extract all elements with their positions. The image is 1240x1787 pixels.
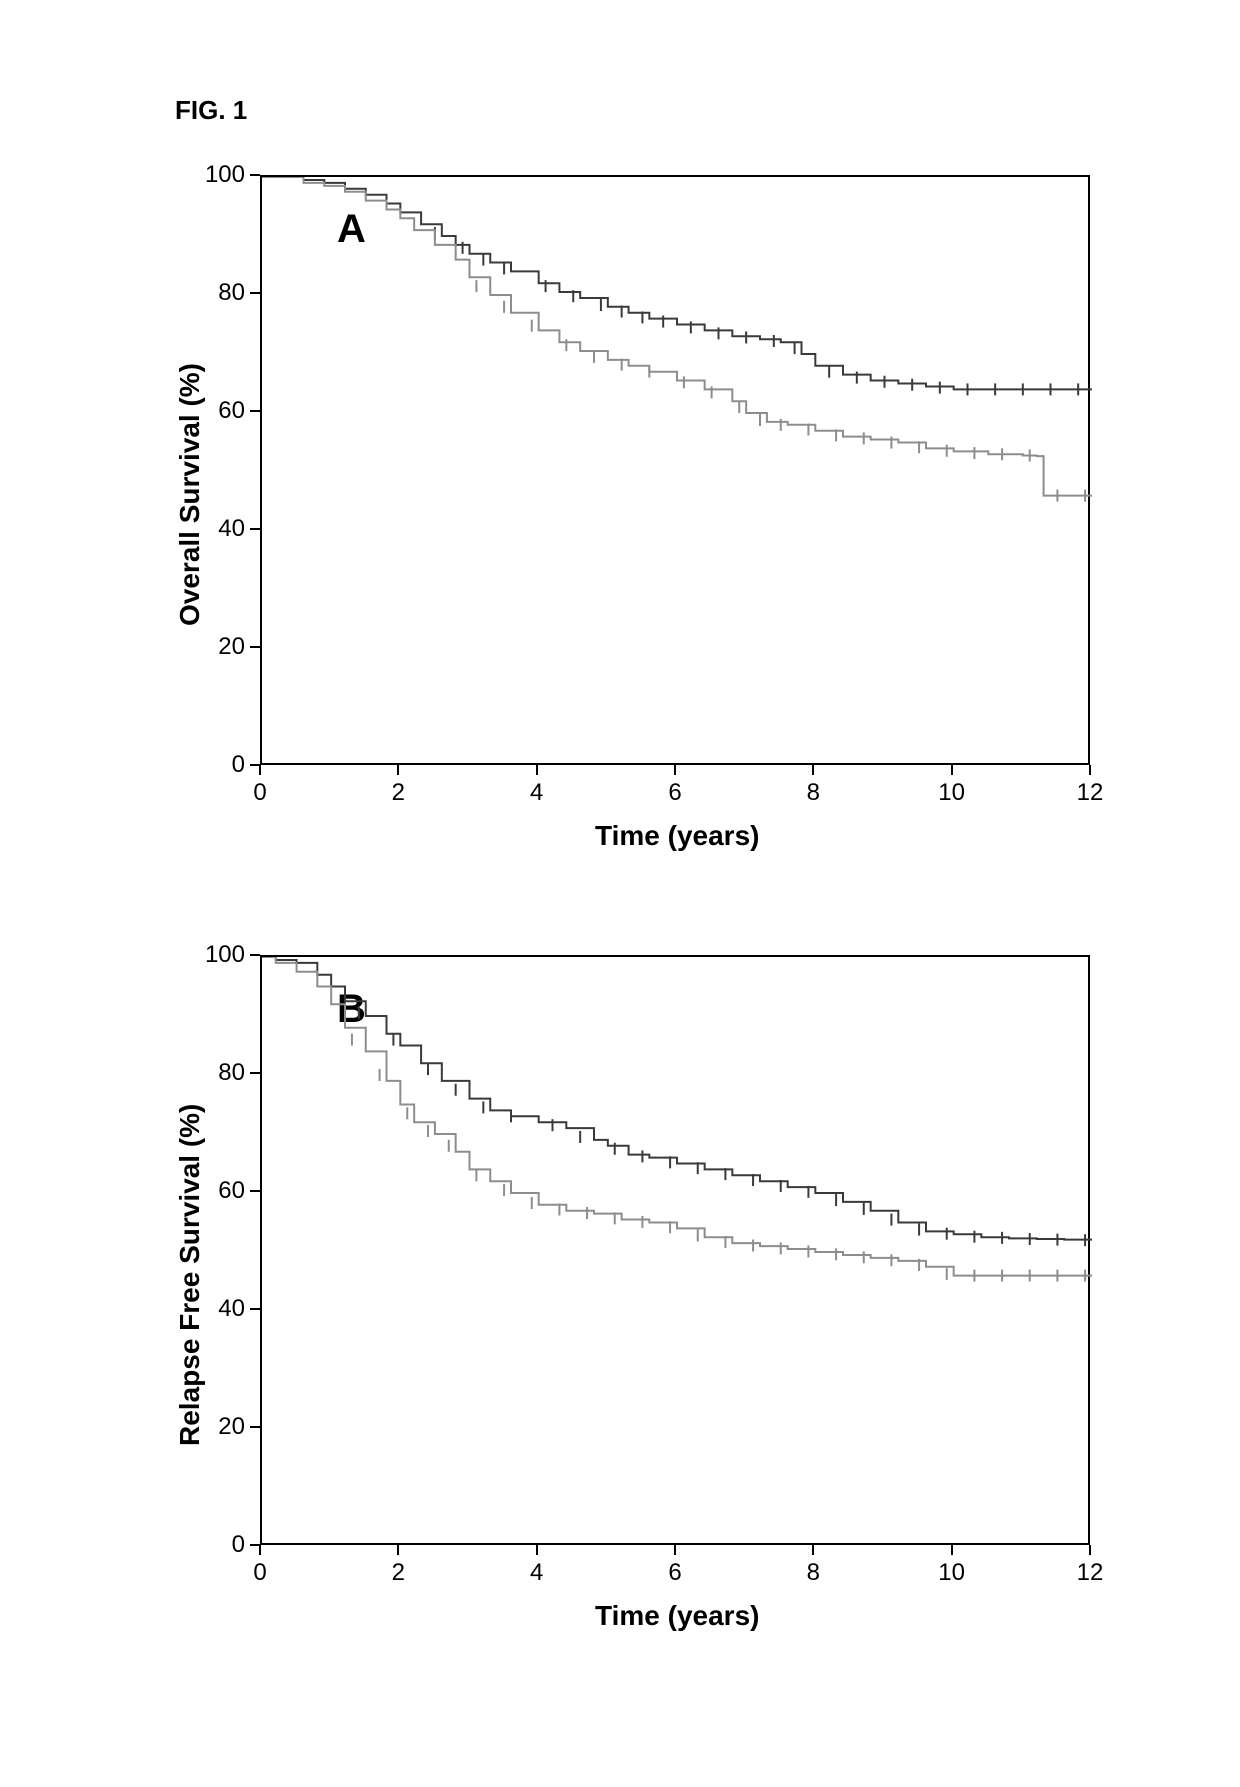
figure-label: FIG. 1 <box>175 95 247 126</box>
y-tick <box>250 1308 260 1310</box>
survival-curve-lower-curve <box>262 957 1092 1276</box>
y-tick-label: 20 <box>190 1413 245 1441</box>
x-tick-label: 2 <box>378 779 418 807</box>
y-tick-label: 100 <box>190 941 245 969</box>
x-tick <box>812 765 814 775</box>
y-tick-label: 0 <box>190 1531 245 1559</box>
x-tick-label: 2 <box>378 1559 418 1587</box>
x-tick-label: 8 <box>793 779 833 807</box>
x-tick-label: 4 <box>517 1559 557 1587</box>
y-tick-label: 60 <box>190 397 245 425</box>
x-tick <box>259 765 261 775</box>
x-tick-label: 4 <box>517 779 557 807</box>
y-axis-label: Overall Survival (%) <box>174 326 206 626</box>
y-tick-label: 60 <box>190 1177 245 1205</box>
y-tick-label: 100 <box>190 161 245 189</box>
y-tick-label: 20 <box>190 633 245 661</box>
x-tick <box>397 1545 399 1555</box>
x-tick <box>812 1545 814 1555</box>
x-tick-label: 12 <box>1070 1559 1110 1587</box>
x-tick-label: 8 <box>793 1559 833 1587</box>
survival-curve-upper-curve <box>262 957 1092 1240</box>
km-plot-svg <box>262 177 1092 767</box>
y-tick-label: 40 <box>190 515 245 543</box>
x-tick-label: 12 <box>1070 779 1110 807</box>
survival-curve-lower-curve <box>262 177 1092 496</box>
x-tick <box>1089 1545 1091 1555</box>
y-axis-label: Relapse Free Survival (%) <box>174 1066 206 1446</box>
plot-area: B <box>260 955 1090 1545</box>
y-tick-label: 80 <box>190 1059 245 1087</box>
y-tick <box>250 1072 260 1074</box>
x-tick <box>1089 765 1091 775</box>
chart-panelB: B Relapse Free Survival (%) Time (years) 0 2… <box>140 940 1110 1660</box>
x-tick <box>951 765 953 775</box>
y-tick <box>250 410 260 412</box>
x-tick-label: 10 <box>932 1559 972 1587</box>
x-tick-label: 6 <box>655 1559 695 1587</box>
x-tick-label: 6 <box>655 779 695 807</box>
x-tick <box>951 1545 953 1555</box>
y-tick <box>250 1190 260 1192</box>
y-tick-label: 0 <box>190 751 245 779</box>
y-tick <box>250 292 260 294</box>
x-tick <box>536 765 538 775</box>
x-axis-label: Time (years) <box>595 820 759 852</box>
x-tick <box>674 1545 676 1555</box>
y-tick <box>250 646 260 648</box>
x-tick-label: 10 <box>932 779 972 807</box>
km-plot-svg <box>262 957 1092 1547</box>
x-tick <box>259 1545 261 1555</box>
chart-panelA: AOverall Survival (%)Time (years)0204060… <box>140 160 1110 880</box>
plot-area: A <box>260 175 1090 765</box>
x-tick <box>674 765 676 775</box>
x-axis-label: Time (years) <box>595 1600 759 1632</box>
y-tick <box>250 1426 260 1428</box>
y-tick <box>250 528 260 530</box>
x-tick <box>536 1545 538 1555</box>
y-tick-label: 80 <box>190 279 245 307</box>
x-tick-label: 0 <box>240 1559 280 1587</box>
y-tick <box>250 954 260 956</box>
y-tick <box>250 174 260 176</box>
x-tick-label: 0 <box>240 779 280 807</box>
y-tick-label: 40 <box>190 1295 245 1323</box>
x-tick <box>397 765 399 775</box>
